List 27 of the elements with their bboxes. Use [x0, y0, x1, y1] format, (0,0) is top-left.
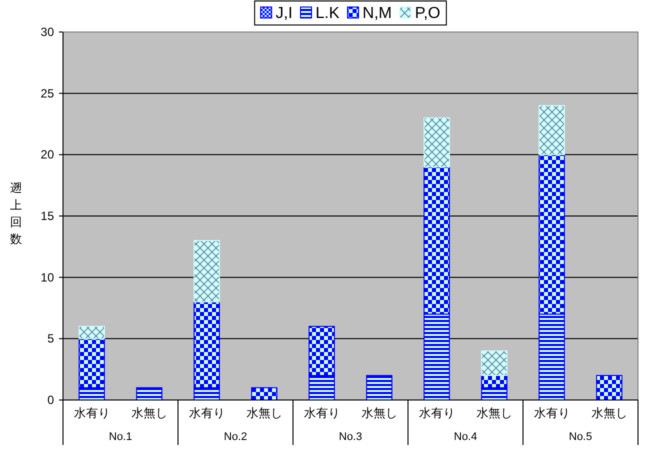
text: No.3	[338, 431, 362, 443]
x-tick-label: 水有り	[534, 406, 570, 420]
y-tick-label: 30	[40, 25, 54, 39]
y-axis-title: 遡上回数	[10, 181, 22, 246]
y-tick-label: 0	[47, 393, 54, 407]
y-tick-label: 25	[40, 86, 54, 100]
x-tick-label: 水無し	[246, 406, 282, 420]
text: No.2	[224, 431, 248, 443]
x-tick-label: 水有り	[188, 406, 225, 420]
x-tick-label: 水無し	[131, 406, 168, 420]
y-tick-label: 10	[40, 270, 54, 284]
x-tick-label: 水有り	[74, 406, 110, 420]
x-tick-label: 水無し	[476, 406, 512, 420]
legend-label: L.K	[316, 5, 340, 22]
text: No.4	[454, 431, 478, 443]
legend-label: J,I	[276, 5, 293, 22]
y-tick-label: 5	[47, 332, 54, 346]
legend-label: N,M	[362, 5, 392, 22]
legend-label: P,O	[414, 5, 440, 22]
x-tick-label: 水有り	[418, 406, 455, 420]
x-tick-label: 水有り	[304, 406, 340, 420]
text: No.1	[108, 431, 132, 443]
x-tick-label: 水無し	[591, 406, 628, 420]
y-tick-label: 20	[40, 148, 54, 162]
text: No.5	[568, 431, 592, 443]
y-tick-label: 15	[40, 209, 54, 223]
x-tick-label: 水無し	[361, 406, 398, 420]
